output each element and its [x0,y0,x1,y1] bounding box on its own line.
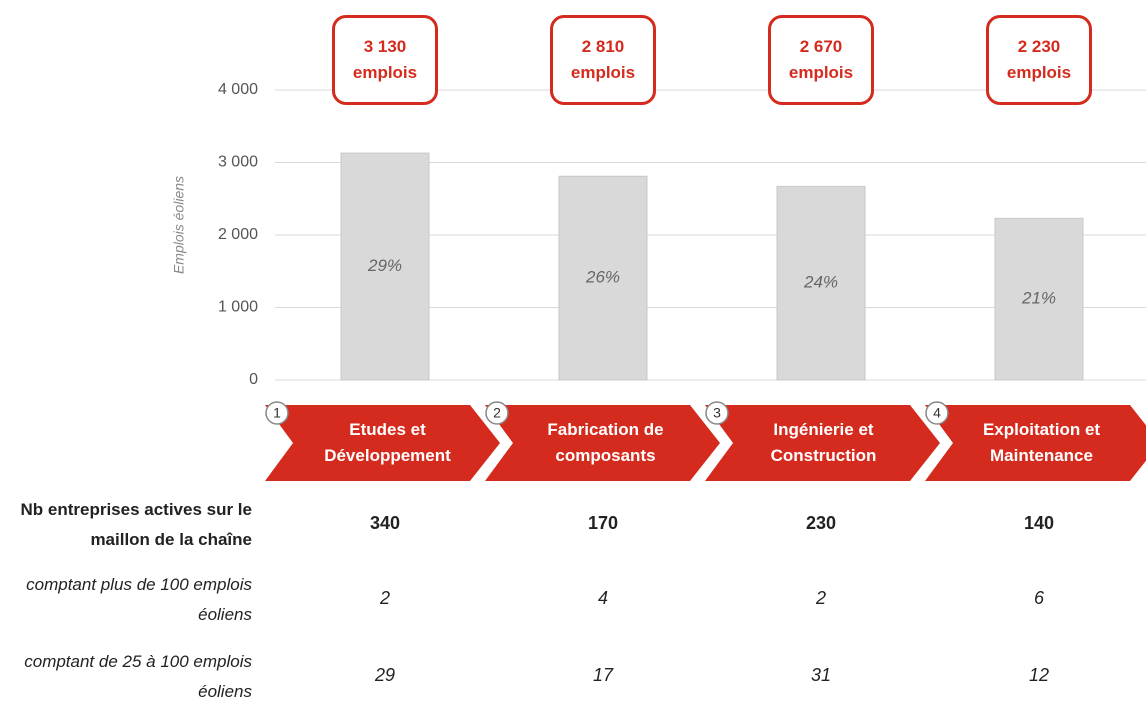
y-tick-label: 0 [249,371,258,388]
row-label: comptant plus de 100 emplois éoliens [26,575,252,624]
value-box: 2 810 emplois [550,15,656,105]
table-cell: 12 [1028,665,1050,685]
step-circle [485,401,509,425]
bar [340,152,430,381]
y-tick-label: 2 000 [218,226,258,243]
chevron [925,405,1146,481]
table-cell: 6 [1033,588,1044,608]
y-axis-label: Emplois éoliens [171,176,187,274]
table-cell: 2 [815,588,826,608]
value-box: 2 670 emplois [768,15,874,105]
y-tick-label: 1 000 [218,299,258,316]
row-label: Nb entreprises actives sur le maillon de… [20,500,252,549]
chevron [705,405,940,481]
y-tick-label: 4 000 [218,81,258,98]
table-cell: 170 [587,513,619,533]
table-cell: 230 [805,513,837,533]
table-cell: 17 [592,665,614,685]
category-label: Exploitation et Maintenance [982,420,1101,465]
percent-label: 26% [585,268,620,287]
bar [558,175,648,381]
table-cell: 31 [810,665,832,685]
step-number: 4 [933,405,941,421]
category-label: Etudes et Développement [324,420,451,465]
chevron [485,405,720,481]
table-cell: 4 [597,588,608,608]
percent-label: 29% [367,256,402,275]
bar [776,185,866,381]
step-circle [265,401,289,425]
step-number: 1 [273,405,281,421]
table-cell: 2 [379,588,390,608]
percent-label: 24% [803,273,838,292]
table-cell: 140 [1023,513,1055,533]
step-circle [705,401,729,425]
row-label: comptant de 25 à 100 emplois éoliens [24,652,252,701]
percent-label: 21% [1021,289,1056,308]
step-number: 2 [493,405,501,421]
step-circle [925,401,949,425]
category-label: Fabrication de composants [547,420,664,465]
value-box: 2 230 emplois [986,15,1092,105]
category-label: Ingénierie et Construction [770,420,877,465]
table-cell: 29 [374,665,396,685]
table-cell: 340 [369,513,401,533]
step-number: 3 [713,405,721,421]
value-box: 3 130 emplois [332,15,438,105]
y-tick-label: 3 000 [218,154,258,171]
chevron [265,405,500,481]
bar [994,217,1084,381]
